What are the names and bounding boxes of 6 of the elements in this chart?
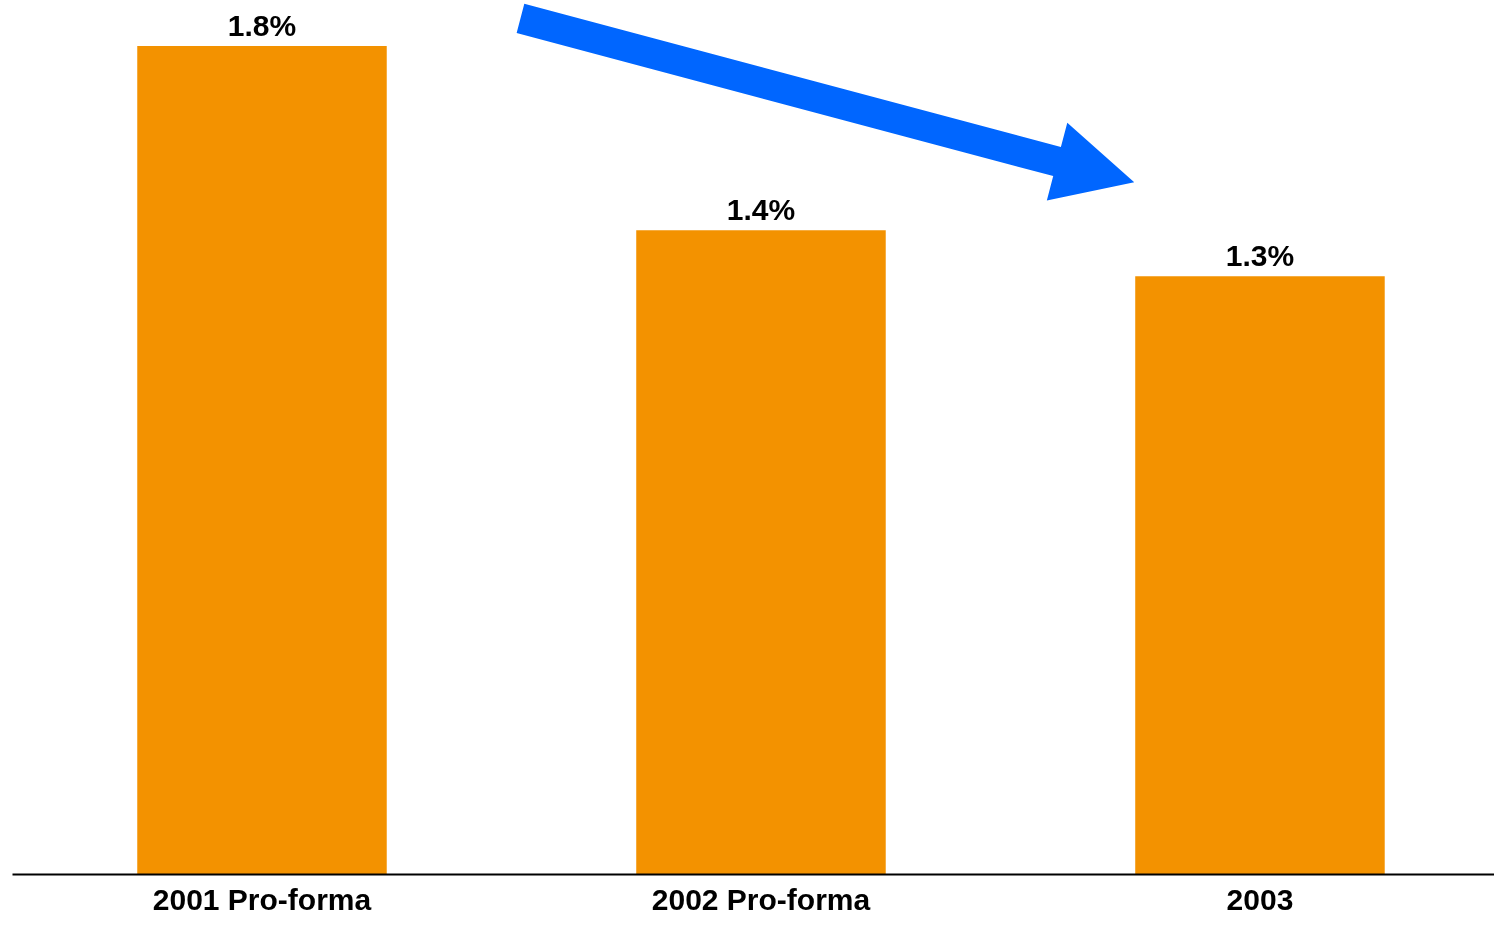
data-label: 1.4% xyxy=(726,193,796,227)
data-label: 1.8% xyxy=(227,9,297,43)
x-tick-label: 2002 Pro-forma xyxy=(651,882,871,916)
data-label: 1.3% xyxy=(1225,239,1295,273)
x-tick-label: 2001 Pro-forma xyxy=(152,882,372,916)
x-tick-label: 2003 xyxy=(1226,882,1294,916)
